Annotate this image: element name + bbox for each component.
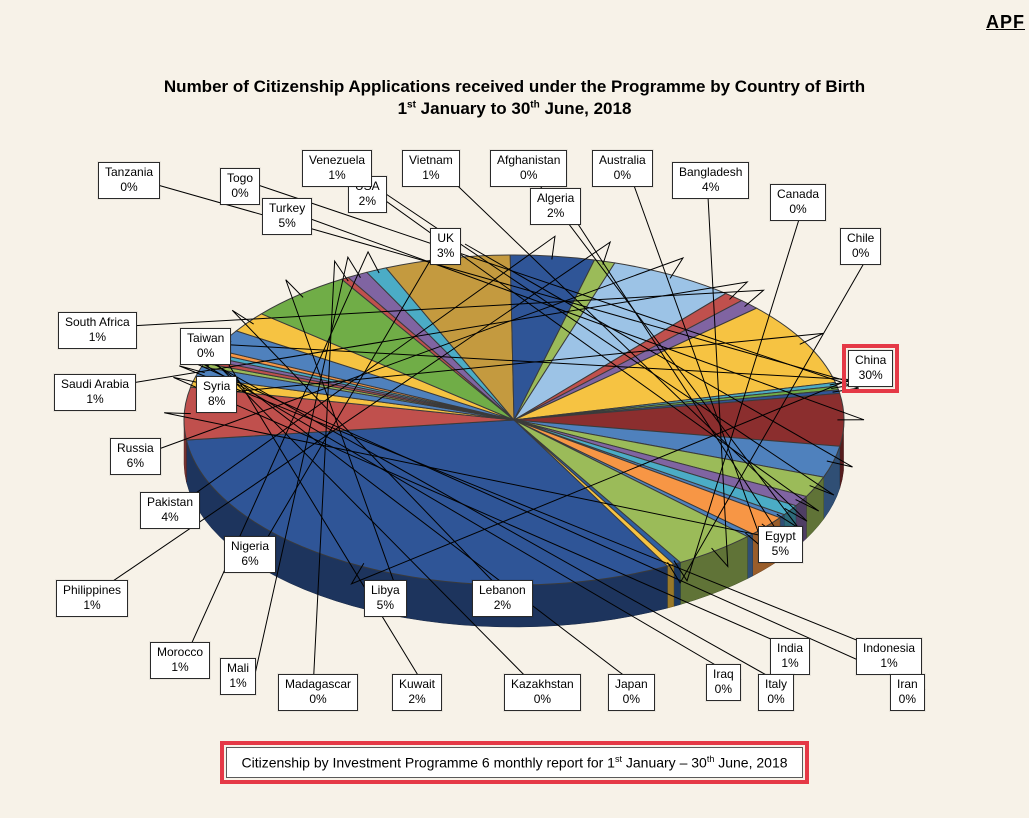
caption-highlight: Citizenship by Investment Programme 6 mo… <box>226 747 802 778</box>
slice-label-vietnam: Vietnam1% <box>402 150 460 187</box>
slice-label-lebanon: Lebanon2% <box>472 580 533 617</box>
slice-label-indonesia: Indonesia1% <box>856 638 922 675</box>
chart-title: Number of Citizenship Applications recei… <box>0 76 1029 120</box>
slice-label-saudi-arabia: Saudi Arabia1% <box>54 374 136 411</box>
slice-label-taiwan: Taiwan0% <box>180 328 231 365</box>
slice-label-kazakhstan: Kazakhstan0% <box>504 674 581 711</box>
slice-label-algeria: Algeria2% <box>530 188 581 225</box>
slice-label-uk: UK3% <box>430 228 461 265</box>
slice-label-kuwait: Kuwait2% <box>392 674 442 711</box>
slice-label-china: China30% <box>848 350 893 387</box>
slice-label-japan: Japan0% <box>608 674 655 711</box>
pie-chart: Afghanistan0%Algeria2% Australia0% Banglad… <box>52 138 976 702</box>
slice-label-nigeria: Nigeria6% <box>224 536 276 573</box>
slice-label-venezuela: Venezuela1% <box>302 150 372 187</box>
slice-label-italy: Italy0% <box>758 674 794 711</box>
slice-label-turkey: Turkey5% <box>262 198 312 235</box>
slice-label-pakistan: Pakistan4% <box>140 492 200 529</box>
corner-text: APF <box>986 12 1025 33</box>
slice-label-south-africa: South Africa1% <box>58 312 137 349</box>
slice-label-afghanistan: Afghanistan0% <box>490 150 567 187</box>
slice-label-togo: Togo0% <box>220 168 260 205</box>
slice-label-mali: Mali1% <box>220 658 256 695</box>
slice-label-egypt: Egypt5% <box>758 526 803 563</box>
slice-label-australia: Australia0% <box>592 150 653 187</box>
slice-label-bangladesh: Bangladesh4% <box>672 162 749 199</box>
slice-label-morocco: Morocco1% <box>150 642 210 679</box>
slice-label-tanzania: Tanzania0% <box>98 162 160 199</box>
slice-label-philippines: Philippines1% <box>56 580 128 617</box>
slice-label-syria: Syria8% <box>196 376 237 413</box>
slice-label-chile: Chile0% <box>840 228 881 265</box>
slice-label-india: India1% <box>770 638 810 675</box>
slice-label-russia: Russia6% <box>110 438 161 475</box>
slice-label-iraq: Iraq0% <box>706 664 741 701</box>
slice-label-canada: Canada0% <box>770 184 826 221</box>
slice-label-iran: Iran0% <box>890 674 925 711</box>
slice-label-madagascar: Madagascar0% <box>278 674 358 711</box>
slice-label-libya: Libya5% <box>364 580 407 617</box>
